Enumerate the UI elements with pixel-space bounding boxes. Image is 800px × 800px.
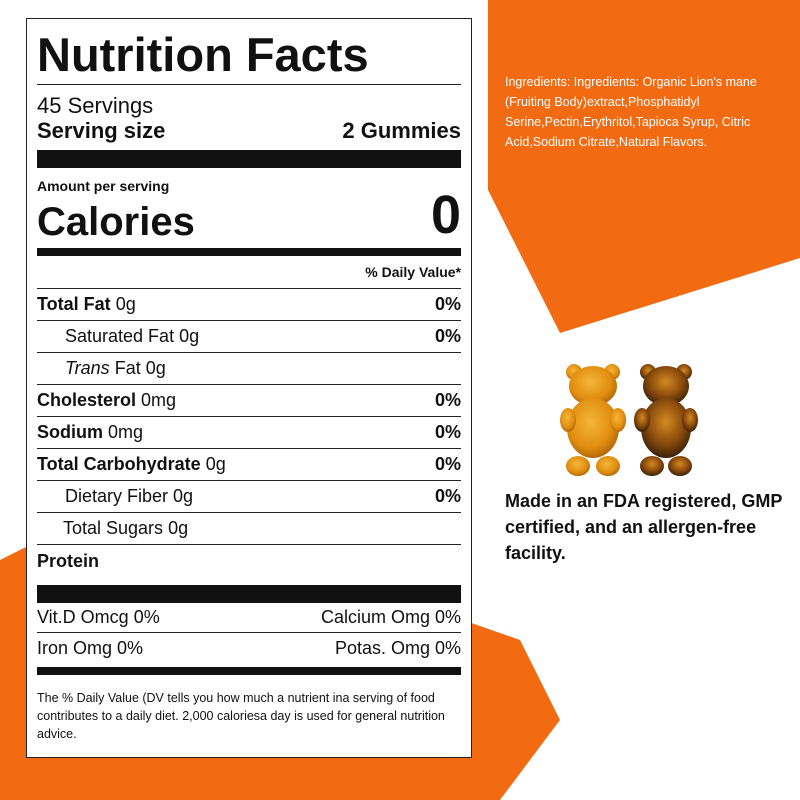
daily-value-header: % Daily Value* [37, 256, 461, 289]
calories-value: 0 [430, 185, 461, 245]
thick-divider [37, 150, 461, 168]
nutrient-name-suffix: Fat [114, 358, 141, 378]
divider [37, 84, 461, 85]
amount-per-serving: Amount per serving [37, 178, 170, 194]
servings-count: 45 Servings [37, 93, 154, 118]
nutrient-row-sodium: Sodium 0mg 0% [37, 417, 461, 449]
vitamin-row: Vit.D Omcg 0% Calcium Omg 0% [37, 603, 461, 633]
gummy-bears-image [560, 364, 698, 476]
nutrition-facts-title: Nutrition Facts [37, 28, 369, 81]
serving-size-label: Serving size [37, 118, 166, 143]
nutrient-row-dietary-fiber: Dietary Fiber 0g 0% [37, 481, 461, 513]
nutrient-amount: 0g [173, 486, 194, 506]
serving-size-row: Serving size 2 Gummies [37, 120, 461, 142]
nutrient-name: Protein [37, 550, 100, 571]
nutrient-amount: 0mg [108, 422, 144, 442]
nutrient-row-protein: Protein [37, 545, 461, 577]
iron: Iron Omg 0% [37, 637, 144, 658]
nutrient-amount: 0mg [141, 390, 177, 410]
nutrient-pct: 0% [434, 294, 461, 314]
nutrient-pct: 0% [434, 390, 461, 410]
serving-size-value: 2 Gummies [342, 118, 461, 143]
nutrient-name: Total Carbohydrate [37, 454, 201, 474]
vitamin-row: Iron Omg 0% Potas. Omg 0% [37, 633, 461, 663]
nutrient-amount: 0g [179, 326, 200, 346]
calcium: Calcium Omg 0% [320, 607, 461, 627]
nutrient-amount: 0g [168, 518, 189, 538]
nutrient-name: Total Fat [37, 294, 111, 314]
nutrient-row-total-sugars: Total Sugars 0g [37, 513, 461, 545]
nutrient-pct: 0% [434, 486, 461, 506]
nutrient-row-saturated-fat: Saturated Fat 0g 0% [37, 321, 461, 353]
nutrient-row-trans-fat: Trans Fat 0g [37, 353, 461, 385]
nutrient-name: Dietary Fiber [65, 486, 169, 506]
nutrient-row-total-carbohydrate: Total Carbohydrate 0g 0% [37, 449, 461, 481]
calories-row: Calories 0 [37, 188, 461, 244]
nutrient-row-total-fat: Total Fat 0g 0% [37, 289, 461, 321]
nutrient-pct: 0% [434, 326, 461, 346]
nutrient-pct: 0% [434, 454, 461, 474]
nutrient-amount: 0g [145, 358, 166, 378]
calories-label: Calories [37, 200, 195, 244]
nutrient-pct: 0% [434, 422, 461, 442]
nutrient-name: Total Sugars [63, 518, 164, 538]
nutrient-name: Saturated Fat [65, 326, 175, 346]
nutrient-name: Sodium [37, 422, 103, 442]
nutrient-amount: 0g [115, 294, 136, 314]
medium-divider [37, 248, 461, 256]
daily-value-footnote: The % Daily Value (DV tells you how much… [37, 691, 445, 742]
vitamin-d: Vit.D Omcg 0% [37, 607, 160, 627]
nutrition-facts-label: Nutrition Facts 45 Servings Serving size… [26, 18, 472, 758]
medium-divider [37, 667, 461, 675]
thick-divider [37, 585, 461, 603]
ingredients-text: Ingredients: Ingredients: Organic Lion's… [505, 75, 757, 149]
nutrient-name: Trans [65, 358, 110, 378]
potassium: Potas. Omg 0% [334, 637, 461, 658]
nutrient-name: Cholesterol [37, 390, 137, 410]
nutrient-row-cholesterol: Cholesterol 0mg 0% [37, 385, 461, 417]
nutrient-amount: 0g [205, 454, 226, 474]
facility-statement: Made in an FDA registered, GMP certified… [505, 491, 783, 564]
